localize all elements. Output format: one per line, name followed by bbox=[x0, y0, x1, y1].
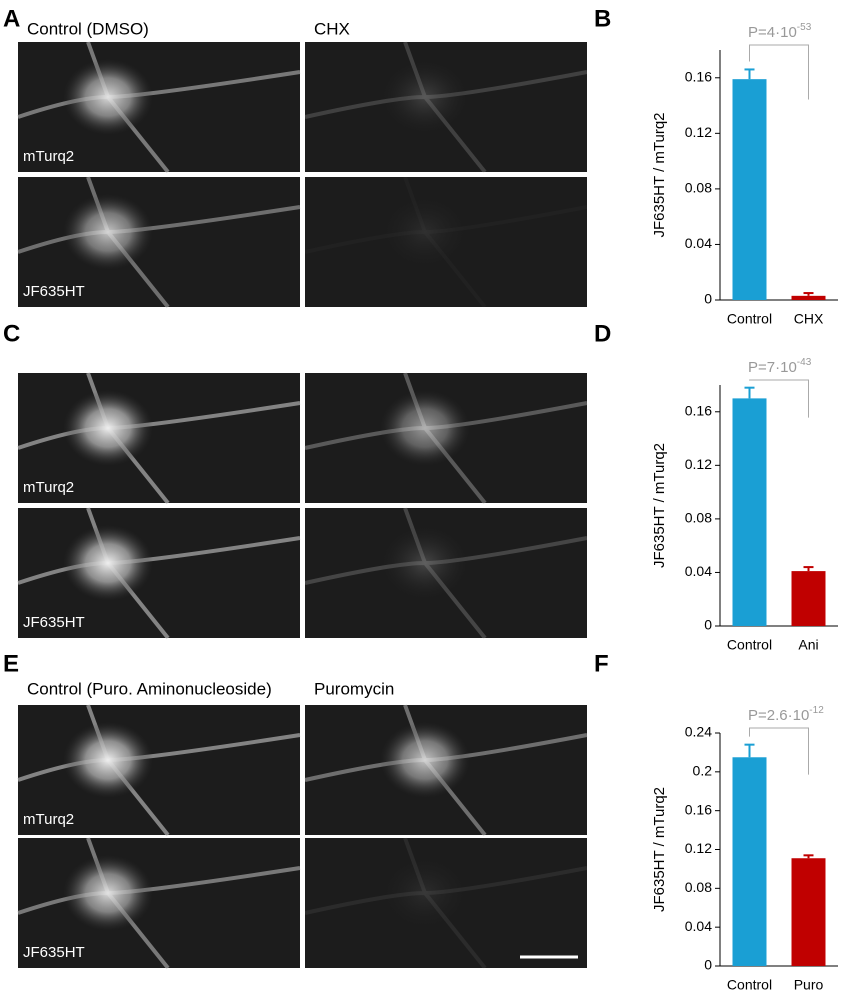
panel-letter: C bbox=[3, 320, 20, 347]
y-tick-label: 0.08 bbox=[685, 879, 712, 895]
y-tick-label: 0.24 bbox=[685, 724, 712, 740]
y-axis-label: JF635HT / mTurq2 bbox=[651, 112, 668, 237]
p-value-exponent: -12 bbox=[809, 705, 824, 716]
bar bbox=[732, 398, 767, 626]
y-tick-label: 0.12 bbox=[685, 840, 712, 856]
cell-body bbox=[380, 855, 470, 931]
p-value: P=2.6·10-12 bbox=[748, 705, 824, 724]
panel-letter: F bbox=[594, 650, 609, 677]
image-title: Control (Puro. Aminonucleoside) bbox=[27, 679, 272, 698]
y-tick-label: 0.16 bbox=[685, 68, 712, 84]
bar bbox=[791, 295, 826, 300]
y-tick-label: 0 bbox=[704, 957, 712, 973]
image-title: CHX bbox=[314, 19, 350, 38]
p-value: P=7·10-43 bbox=[748, 357, 812, 376]
p-value: P=4·10-53 bbox=[748, 22, 812, 41]
cell-body bbox=[380, 59, 470, 135]
y-tick-label: 0 bbox=[704, 617, 712, 633]
image-label: mTurq2 bbox=[23, 811, 74, 828]
y-tick-label: 0.04 bbox=[685, 918, 712, 934]
y-tick-label: 0.16 bbox=[685, 402, 712, 418]
y-tick-label: 0.16 bbox=[685, 801, 712, 817]
p-value-exponent: -43 bbox=[797, 357, 812, 368]
image-label: JF635HT bbox=[23, 283, 85, 300]
p-value-base: P=7·10 bbox=[748, 359, 797, 376]
cell-body bbox=[380, 390, 470, 466]
y-tick-label: 0.2 bbox=[693, 763, 713, 779]
y-tick-label: 0.04 bbox=[685, 563, 712, 579]
cell-body bbox=[380, 722, 470, 798]
bar bbox=[791, 858, 826, 966]
image-title: Puromycin bbox=[314, 679, 394, 698]
p-value-base: P=2.6·10 bbox=[748, 707, 809, 724]
significance-bracket bbox=[749, 379, 809, 418]
x-tick-label: Ani bbox=[798, 637, 818, 653]
cell-body bbox=[63, 390, 153, 466]
y-tick-label: 0 bbox=[704, 291, 712, 307]
cell-body bbox=[380, 194, 470, 270]
panel-letter: B bbox=[594, 5, 611, 32]
bar bbox=[732, 757, 767, 966]
cell-body bbox=[63, 722, 153, 798]
image-label: mTurq2 bbox=[23, 479, 74, 496]
significance-bracket bbox=[749, 44, 809, 100]
image-label: mTurq2 bbox=[23, 148, 74, 165]
panel-letter: A bbox=[3, 5, 20, 32]
y-tick-label: 0.08 bbox=[685, 180, 712, 196]
x-tick-label: Puro bbox=[794, 977, 824, 993]
x-tick-label: CHX bbox=[794, 311, 824, 327]
cell-body bbox=[63, 194, 153, 270]
cell-body bbox=[380, 525, 470, 601]
significance-bracket bbox=[749, 727, 809, 775]
image-label: JF635HT bbox=[23, 944, 85, 961]
y-axis-label: JF635HT / mTurq2 bbox=[651, 443, 668, 568]
p-value-base: P=4·10 bbox=[748, 24, 797, 41]
panel-letter: E bbox=[3, 650, 19, 677]
bar bbox=[732, 79, 767, 301]
x-tick-label: Control bbox=[727, 977, 772, 993]
bar bbox=[791, 571, 826, 626]
cell-body bbox=[63, 855, 153, 931]
y-tick-label: 0.08 bbox=[685, 510, 712, 526]
panel-letter: D bbox=[594, 320, 611, 347]
cell-body bbox=[63, 59, 153, 135]
image-title: Control (DMSO) bbox=[27, 19, 149, 38]
image-label: JF635HT bbox=[23, 614, 85, 631]
x-tick-label: Control bbox=[727, 311, 772, 327]
y-tick-label: 0.12 bbox=[685, 124, 712, 140]
x-tick-label: Control bbox=[727, 637, 772, 653]
p-value-exponent: -53 bbox=[797, 22, 812, 33]
y-tick-label: 0.12 bbox=[685, 456, 712, 472]
y-tick-label: 0.04 bbox=[685, 235, 712, 251]
cell-body bbox=[63, 525, 153, 601]
y-axis-label: JF635HT / mTurq2 bbox=[651, 787, 668, 912]
